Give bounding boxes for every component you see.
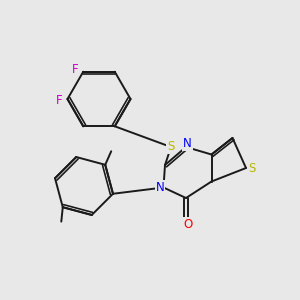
Text: F: F	[71, 63, 78, 76]
Text: N: N	[155, 181, 164, 194]
Text: N: N	[183, 137, 192, 150]
Text: O: O	[183, 218, 192, 231]
Text: F: F	[56, 94, 62, 107]
Text: S: S	[248, 161, 256, 175]
Text: S: S	[167, 140, 175, 154]
